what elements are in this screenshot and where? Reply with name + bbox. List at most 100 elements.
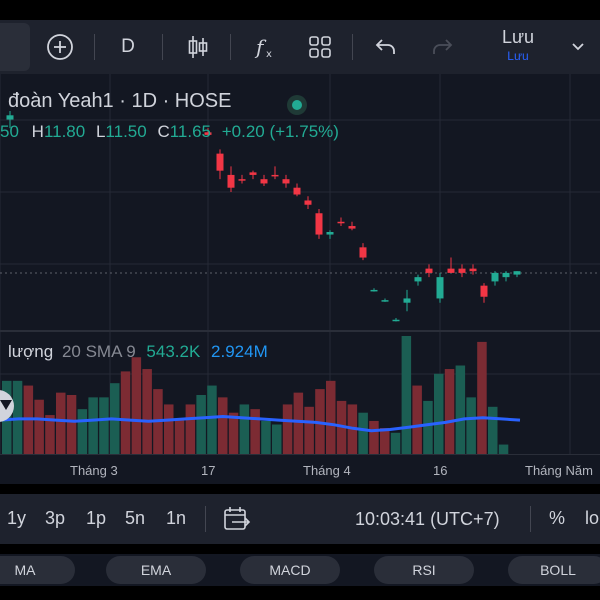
indicator-ema-button[interactable]: EMA [106,556,206,584]
range-button-1y[interactable]: 1y [7,508,27,528]
candle-body [293,187,301,195]
candle-body [271,174,279,177]
ohlc-legend: 50 H11.80 L11.50 C11.65 +0.20 (+1.75%) [0,122,339,142]
save-button[interactable]: Lưu Lưu [488,26,548,68]
volume-bar [250,409,260,454]
range-button-1m[interactable]: 1p [86,508,107,528]
candle-body [370,289,378,292]
volume-bar [164,404,174,454]
range-button-5d[interactable]: 5n [125,508,146,528]
candle-body [436,277,444,299]
layout-button[interactable] [302,20,338,74]
high-key: H [31,122,44,141]
candle-body [447,268,455,273]
indicators-icon: f x [254,35,272,60]
save-sublabel: Lưu [507,49,529,63]
chevron-down-icon [572,43,584,51]
volume-bar [228,412,239,454]
volume-sma-line [0,414,521,433]
candle-body [238,179,246,181]
candle-body [414,277,422,282]
pane-divider[interactable] [0,330,600,332]
top-toolbar: D f x [0,20,600,74]
candle-body [392,319,400,322]
volume-bar [272,424,282,454]
range-button-3m[interactable]: 3p [45,508,66,528]
interval-button[interactable]: D [121,36,135,57]
volume-bar [401,336,412,454]
timezone-clock[interactable]: 10:03:41 (UTC+7) [355,509,500,529]
redo-icon [433,39,453,54]
symbol-search-tab[interactable] [0,23,30,71]
collapse-legend-button[interactable] [0,390,14,422]
candle-body [381,300,389,302]
add-symbol-icon [47,34,73,60]
indicator-boll-button[interactable]: BOLL [508,556,600,584]
volume-bar [99,397,109,454]
volume-bar [498,444,509,454]
candle-body [502,272,510,278]
save-options-button[interactable] [566,20,590,74]
indicators-button[interactable]: f x [246,20,282,74]
volume-bar [88,397,98,454]
volume-bar [358,412,368,454]
chart-type-button[interactable] [180,20,216,74]
candle-body [359,247,367,258]
log-scale-toggle[interactable]: lo [585,508,600,528]
volume-bar [477,341,487,454]
candle-body [260,179,268,184]
toolbar-divider [352,34,353,60]
candle-body [337,221,345,224]
indicator-rsi-button[interactable]: RSI [374,556,474,584]
volume-bar [488,406,498,454]
toolbar-divider [94,34,95,60]
candle-body [227,174,235,188]
symbol-title[interactable]: đoàn Yeah1 · 1D · HOSE [8,90,232,112]
undo-button[interactable] [368,20,404,74]
indicator-macd-button[interactable]: MACD [240,556,340,584]
candle-body [304,200,312,205]
goto-date-button[interactable] [222,505,252,538]
volume-bar [423,400,433,454]
bottom-toolbar: 1y 3p 1p 5n 1n 10:03:41 (UTC+7) % lo [0,494,600,544]
low-value: 11.50 [105,122,147,141]
market-status-dot[interactable] [287,95,307,115]
time-label: Tháng 4 [303,463,351,478]
volume-bar [207,385,217,454]
volume-bar [56,392,66,454]
price-volume-chart[interactable] [0,74,600,454]
volume-bar [455,365,466,454]
layout-grid-icon [309,36,331,58]
candle-body [403,298,411,303]
chart-pane[interactable]: đoàn Yeah1 · 1D · HOSE 50 H11.80 L11.50 … [0,74,600,484]
indicator-ma-button[interactable]: MA [0,556,75,584]
candle-body [491,272,499,282]
volume-bar [196,395,206,454]
volume-bar [185,404,196,454]
candle-body [513,271,521,275]
volume-bar [45,415,55,454]
candle-body [6,115,14,120]
candle-body [480,285,488,297]
indicator-bar: MA EMA MACD RSI BOLL [0,554,600,586]
redo-button[interactable] [424,20,460,74]
undo-icon [375,39,395,54]
volume-bar [131,357,142,454]
volume-bar [12,380,23,454]
bottom-divider [205,506,206,532]
volume-bar [120,371,131,454]
candle-body [216,153,224,171]
volume-bar [239,404,250,454]
range-button-1d[interactable]: 1n [166,508,187,528]
percent-scale-toggle[interactable]: % [549,508,566,528]
calendar-goto-icon [224,507,251,530]
time-label: Tháng 3 [70,463,118,478]
time-scale[interactable]: Tháng 3 17 Tháng 4 16 Tháng Năm [0,454,600,484]
volume-bar [142,369,152,454]
add-symbol-button[interactable] [42,20,78,74]
close-value: 11.65 [169,122,211,141]
volume-bar [304,406,314,454]
volume-bar [434,373,444,454]
change-value: +0.20 (+1.75%) [221,122,339,141]
